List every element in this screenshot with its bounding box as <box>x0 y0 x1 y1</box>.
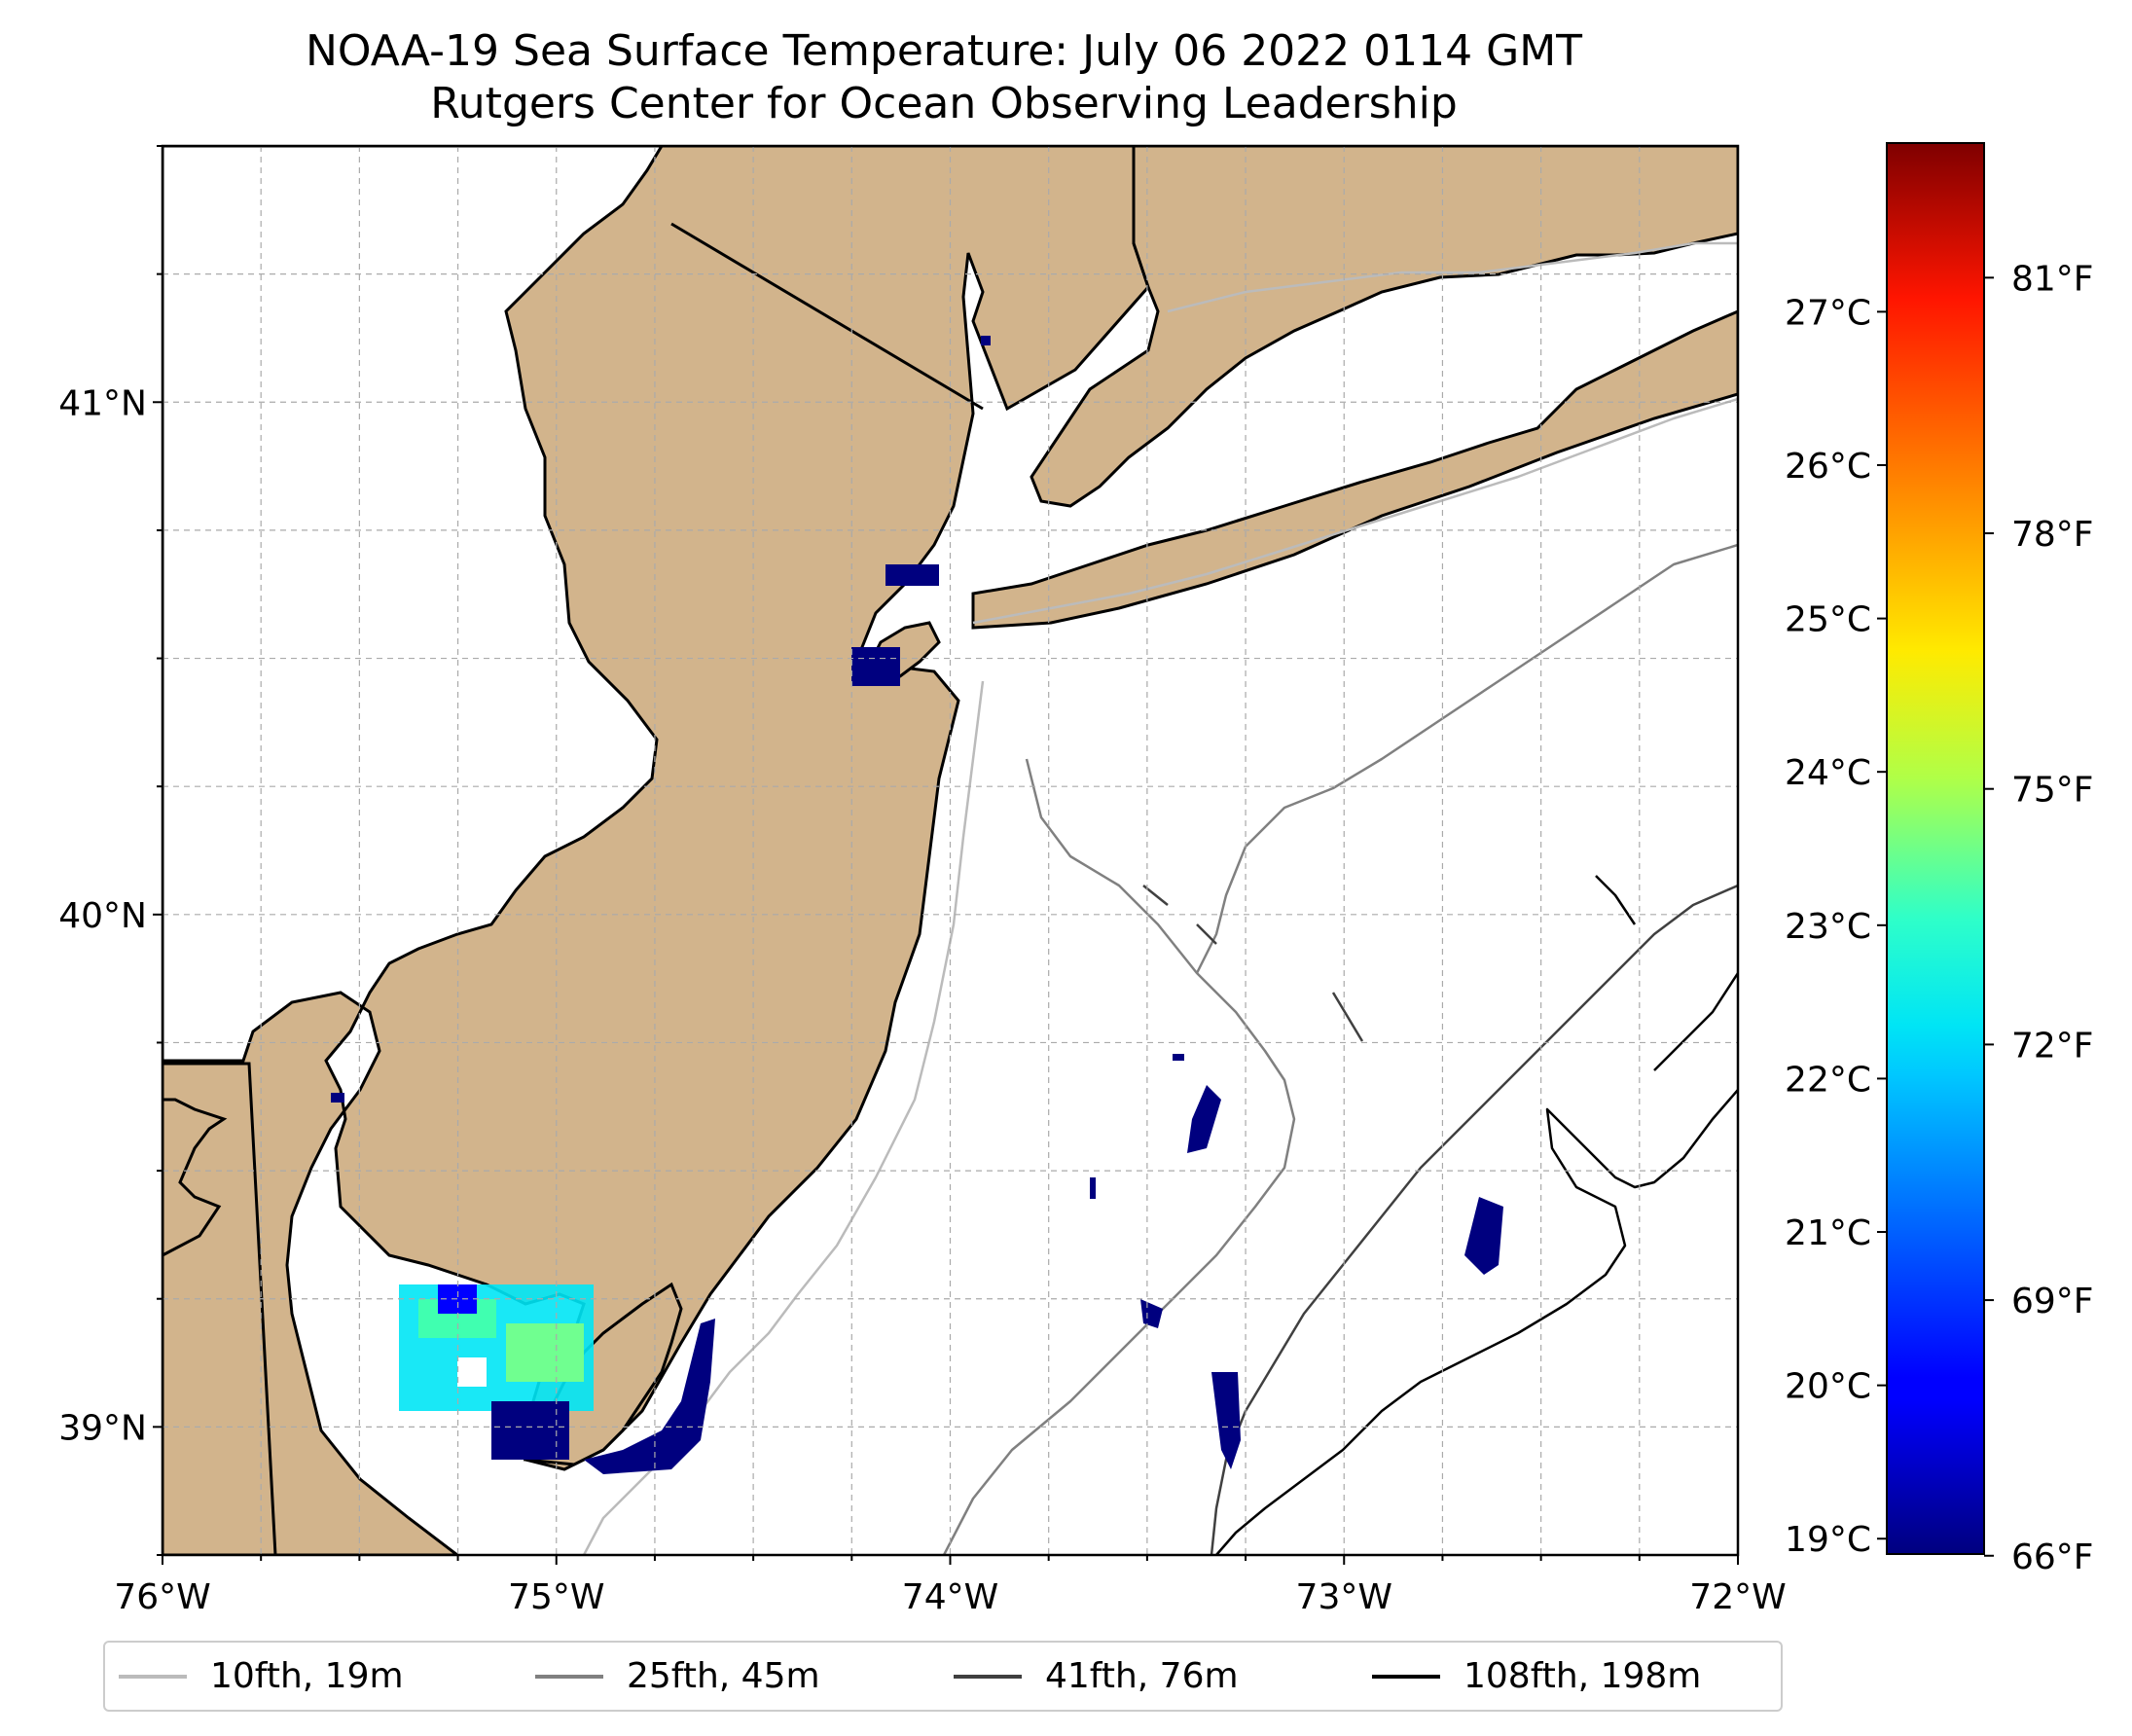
delaware-border <box>163 1062 277 1555</box>
sst-patch <box>457 1357 487 1387</box>
legend-swatch <box>1372 1674 1440 1679</box>
isobath-45m <box>942 543 1738 1555</box>
colorbar-celsius-label: 25°C <box>1785 600 1871 640</box>
lat-tick-label: 41°N <box>58 383 147 423</box>
legend-item-19m: 10fth, 19m <box>119 1643 404 1710</box>
sst-patch <box>1211 1372 1241 1469</box>
lon-tick-label: 74°W <box>902 1577 998 1617</box>
map-subtitle: Rutgers Center for Ocean Observing Leade… <box>430 79 1458 128</box>
sst-patch <box>851 647 900 686</box>
colorbar-celsius-label: 19°C <box>1785 1520 1871 1560</box>
lon-tick-label: 72°W <box>1689 1577 1786 1617</box>
colorbar-celsius-label: 22°C <box>1785 1060 1871 1100</box>
legend-label: 10fth, 19m <box>210 1656 404 1696</box>
colorbar-celsius-label: 21°C <box>1785 1213 1871 1253</box>
map-gridlines <box>163 146 1738 1555</box>
sst-patch <box>1187 1085 1221 1153</box>
sst-patch <box>584 1319 715 1474</box>
legend-swatch <box>954 1674 1022 1679</box>
legend-swatch <box>535 1674 603 1679</box>
colorbar-fahrenheit-label: 72°F <box>2011 1026 2094 1066</box>
legend-label: 41fth, 76m <box>1045 1656 1239 1696</box>
ny-nj-border <box>670 222 984 411</box>
lon-tick-label: 75°W <box>508 1577 604 1617</box>
legend-label: 25fth, 45m <box>627 1656 820 1696</box>
map-axis-ticks: 76°W 75°W 74°W 73°W 72°W 39°N 40°N 41°N <box>58 145 1787 1617</box>
sst-patch <box>981 336 991 345</box>
colorbar-fahrenheit-label: 78°F <box>2011 515 2094 555</box>
sst-patch <box>885 564 939 586</box>
isobath-76m <box>1142 884 1738 1555</box>
colorbar-celsius-label: 23°C <box>1785 907 1871 947</box>
colorbar-gradient <box>1886 142 1985 1555</box>
isobath-198m <box>1215 875 1738 1555</box>
sst-patch <box>1140 1299 1163 1328</box>
isobath-legend: 10fth, 19m 25fth, 45m 41fth, 76m 108fth,… <box>103 1641 1783 1712</box>
legend-item-45m: 25fth, 45m <box>535 1643 820 1710</box>
lat-tick-label: 40°N <box>58 896 147 936</box>
sst-patch <box>331 1093 344 1103</box>
map-title: NOAA-19 Sea Surface Temperature: July 06… <box>305 26 1583 76</box>
legend-label: 108fth, 198m <box>1463 1656 1702 1696</box>
colorbar-celsius-label: 24°C <box>1785 753 1871 793</box>
sst-patch <box>1173 1054 1184 1061</box>
land-delmarva <box>163 1098 228 1555</box>
colorbar-fahrenheit-label: 81°F <box>2011 259 2094 299</box>
lon-tick-label: 76°W <box>114 1577 210 1617</box>
lon-tick-label: 73°W <box>1296 1577 1392 1617</box>
sst-patch <box>491 1401 569 1460</box>
colorbar-celsius-label: 27°C <box>1785 293 1871 333</box>
colorbar-fahrenheit-label: 75°F <box>2011 771 2094 811</box>
colorbar-celsius-label: 26°C <box>1785 447 1871 487</box>
land-long-island <box>971 309 1738 630</box>
colorbar-fahrenheit-label: 66°F <box>2011 1537 2094 1577</box>
legend-swatch <box>119 1674 187 1679</box>
colorbar-celsius-label: 20°C <box>1785 1367 1871 1407</box>
colorbar-ticks: 19°C 20°C 21°C 22°C 23°C 24°C 25°C 26°C 27°C 66°F… <box>1785 259 2093 1576</box>
sst-patch <box>506 1323 584 1382</box>
legend-item-198m: 108fth, 198m <box>1372 1643 1701 1710</box>
sst-data-layer <box>331 336 1503 1474</box>
legend-item-76m: 41fth, 76m <box>954 1643 1239 1710</box>
sst-patch <box>1464 1197 1503 1275</box>
colorbar-fahrenheit-label: 69°F <box>2011 1282 2094 1321</box>
sst-patch <box>1090 1177 1096 1199</box>
lat-tick-label: 39°N <box>58 1408 147 1448</box>
